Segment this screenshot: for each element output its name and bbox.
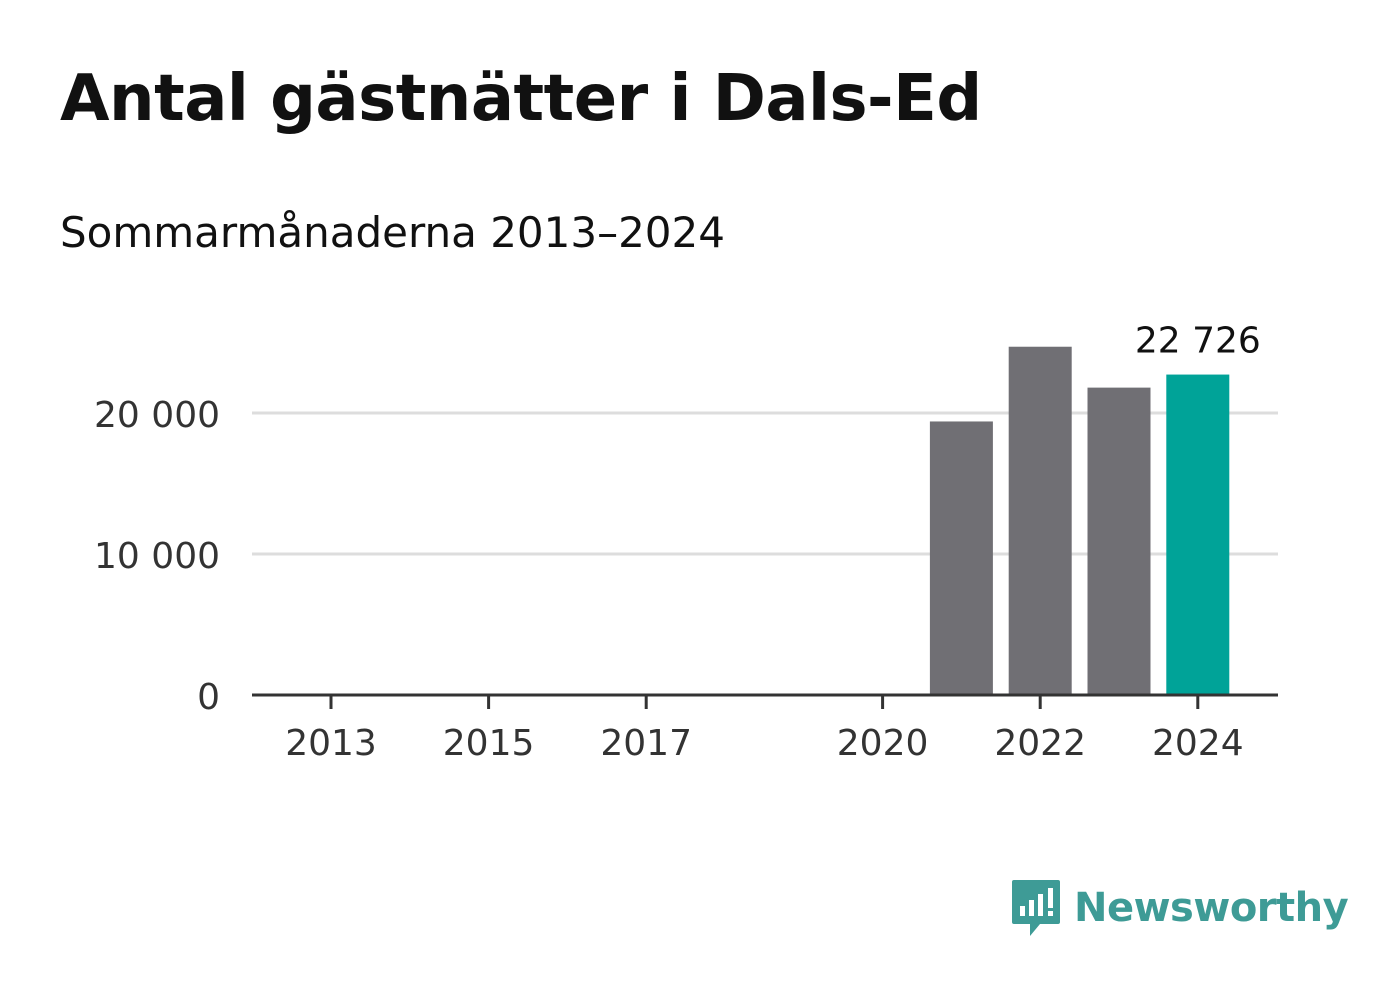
newsworthy-logo-icon <box>1012 880 1060 936</box>
data-label: 22 726 <box>1135 321 1261 362</box>
bar-2023 <box>1087 387 1151 695</box>
labels: 0 10 000 20 000 2013 2015 2017 2020 2022 2024 22 … <box>94 321 1261 764</box>
axes <box>252 693 1278 709</box>
x-tick-label: 2015 <box>443 723 535 764</box>
y-tick-label: 20 000 <box>94 395 220 436</box>
y-tick-label: 0 <box>197 677 220 718</box>
x-tick-label: 2024 <box>1152 723 1244 764</box>
brand-name: Newsworthy <box>1074 885 1349 931</box>
x-tick-label: 2022 <box>994 723 1086 764</box>
bars <box>929 346 1230 695</box>
x-tick-label: 2013 <box>285 723 377 764</box>
bar-2024 <box>1166 374 1230 695</box>
bar-2022 <box>1008 346 1072 695</box>
bar-2021 <box>929 421 993 695</box>
y-tick-label: 10 000 <box>94 536 220 577</box>
chart-subtitle: Sommarmånaderna 2013–2024 <box>60 208 725 257</box>
newsworthy-logo: Newsworthy <box>1010 878 1349 938</box>
chart-title: Antal gästnätter i Dals-Ed <box>60 62 982 136</box>
x-tick-label: 2017 <box>600 723 692 764</box>
x-tick-label: 2020 <box>837 723 929 764</box>
